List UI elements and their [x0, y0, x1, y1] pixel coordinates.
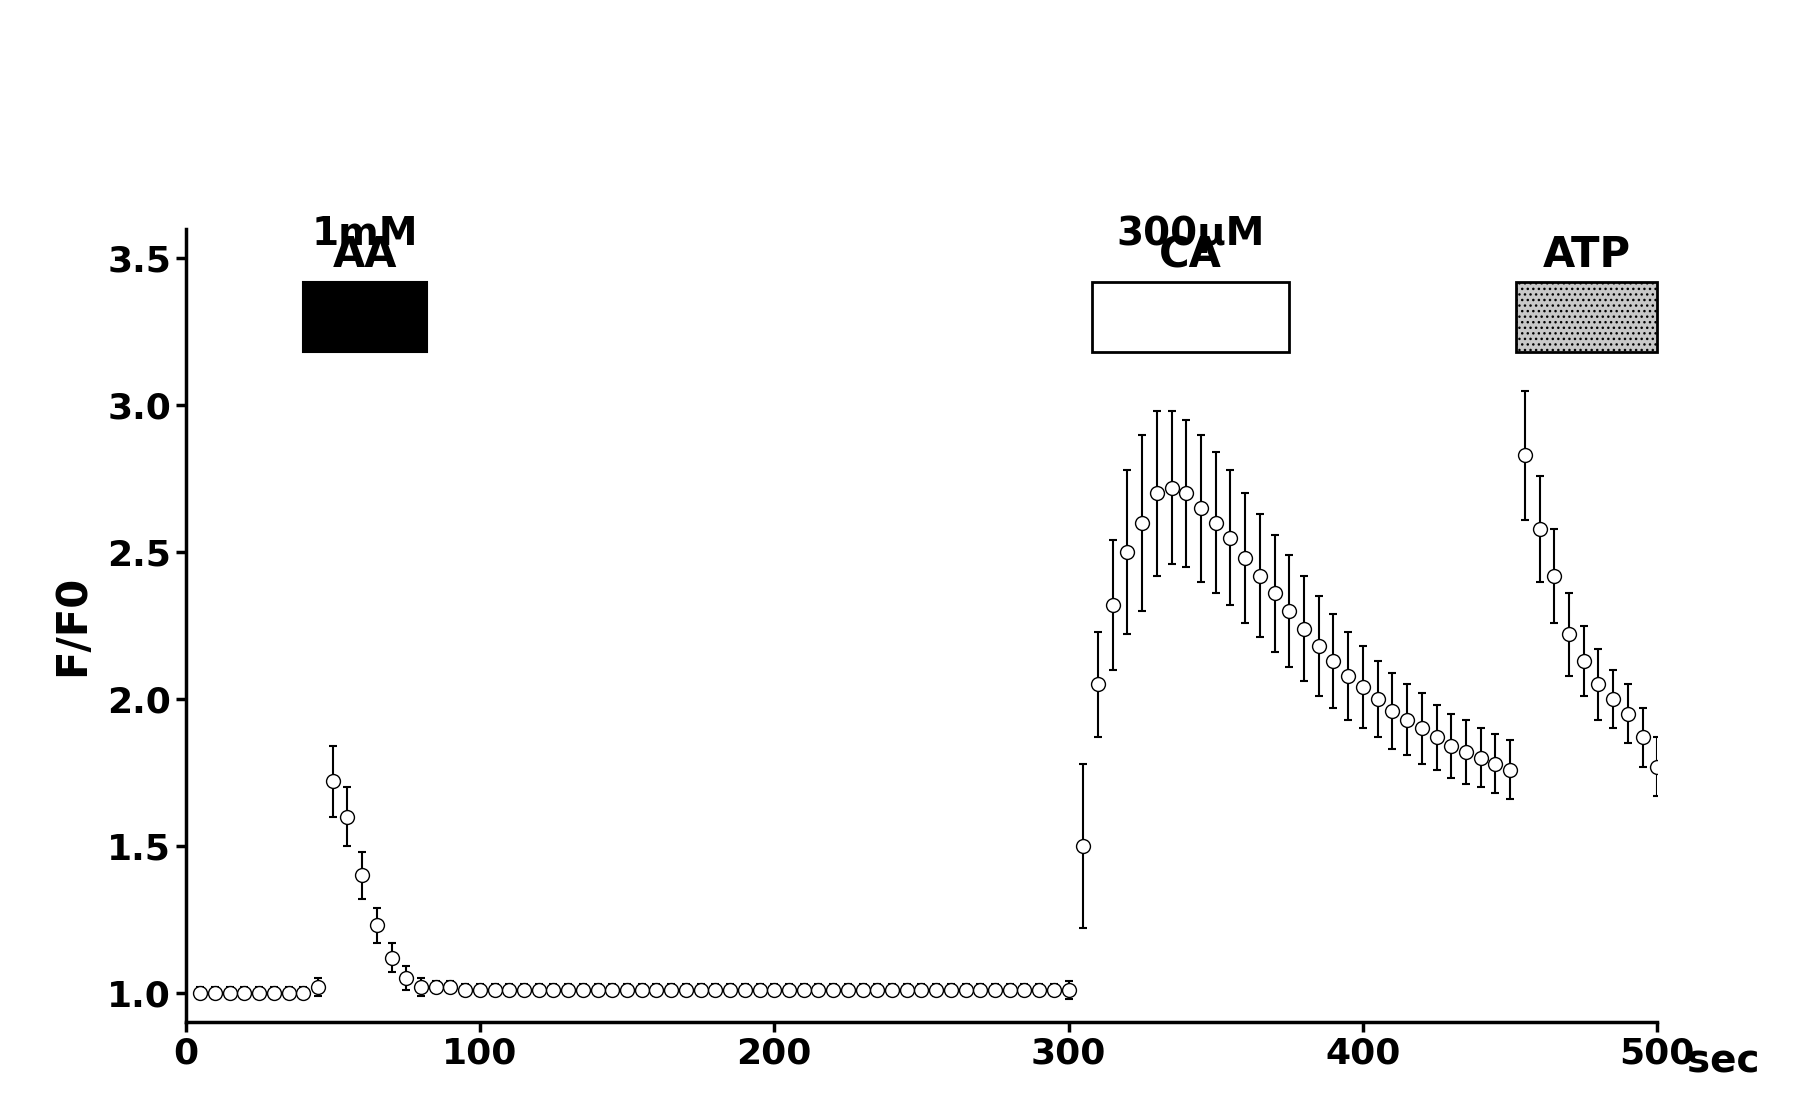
Text: 1mM: 1mM	[311, 215, 418, 252]
Bar	[1093, 282, 1290, 353]
Y-axis label: F/F0: F/F0	[51, 575, 94, 676]
Text: 300μM: 300μM	[1116, 215, 1264, 252]
Text: ATP: ATP	[1543, 234, 1630, 276]
Text: CA: CA	[1160, 234, 1223, 276]
Text: AA: AA	[333, 234, 398, 276]
Bar	[304, 282, 427, 353]
Bar	[1516, 282, 1657, 353]
Text: sec: sec	[1686, 1043, 1758, 1081]
